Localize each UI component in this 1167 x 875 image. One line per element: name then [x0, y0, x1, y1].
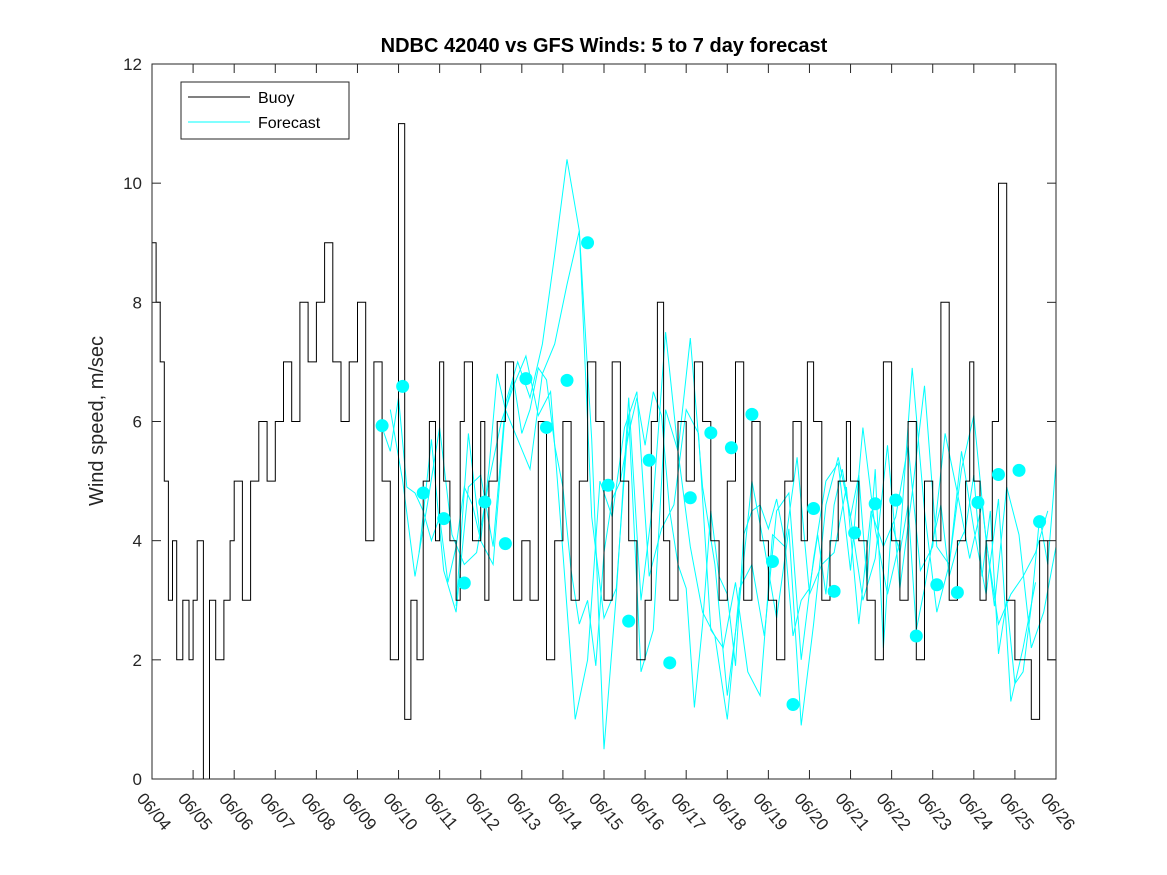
- forecast-marker: [786, 698, 800, 712]
- forecast-marker: [848, 526, 862, 540]
- forecast-marker: [437, 512, 451, 526]
- y-axis-label: Wind speed, m/sec: [86, 336, 108, 506]
- forecast-marker: [909, 629, 923, 643]
- forecast-marker: [416, 486, 430, 500]
- forecast-marker: [807, 501, 821, 515]
- forecast-marker: [642, 453, 656, 467]
- forecast-series-line-4: [455, 230, 1036, 726]
- buoy-series-line: [152, 123, 1056, 779]
- forecast-marker: [724, 441, 738, 455]
- forecast-marker: [765, 555, 779, 569]
- forecast-marker: [478, 495, 492, 509]
- y-tick-label: 12: [123, 55, 142, 74]
- y-tick-label: 6: [133, 413, 142, 432]
- forecast-marker: [375, 419, 389, 433]
- forecast-marker: [1012, 463, 1026, 477]
- forecast-marker: [704, 426, 718, 440]
- forecast-marker: [622, 614, 636, 628]
- forecast-marker: [539, 420, 553, 434]
- forecast-marker: [663, 656, 677, 670]
- forecast-marker: [683, 491, 697, 505]
- forecast-marker: [498, 537, 512, 551]
- forecast-marker: [868, 497, 882, 511]
- legend-buoy-label: Buoy: [258, 90, 294, 107]
- forecast-marker: [581, 236, 595, 250]
- forecast-marker: [457, 576, 471, 590]
- forecast-marker: [601, 478, 615, 492]
- forecast-marker: [745, 407, 759, 421]
- y-tick-label: 4: [133, 532, 142, 551]
- forecast-marker: [519, 372, 533, 386]
- forecast-marker: [396, 379, 410, 393]
- forecast-marker: [930, 578, 944, 592]
- forecast-marker: [950, 586, 964, 600]
- y-tick-label: 10: [123, 174, 142, 193]
- chart-title: NDBC 42040 vs GFS Winds: 5 to 7 day fore…: [381, 35, 828, 57]
- forecast-marker: [971, 496, 985, 510]
- legend-forecast-label: Forecast: [258, 115, 321, 132]
- y-tick-label: 8: [133, 293, 142, 312]
- forecast-marker: [560, 373, 574, 387]
- series-layer: [152, 123, 1056, 779]
- y-tick-label: 2: [133, 651, 142, 670]
- forecast-marker: [889, 493, 903, 507]
- forecast-marker: [1033, 515, 1047, 529]
- y-tick-label: 0: [133, 770, 142, 789]
- forecast-marker: [991, 468, 1005, 482]
- legend-box: [180, 81, 350, 140]
- forecast-marker: [827, 584, 841, 598]
- legend: Buoy Forecast: [180, 81, 350, 140]
